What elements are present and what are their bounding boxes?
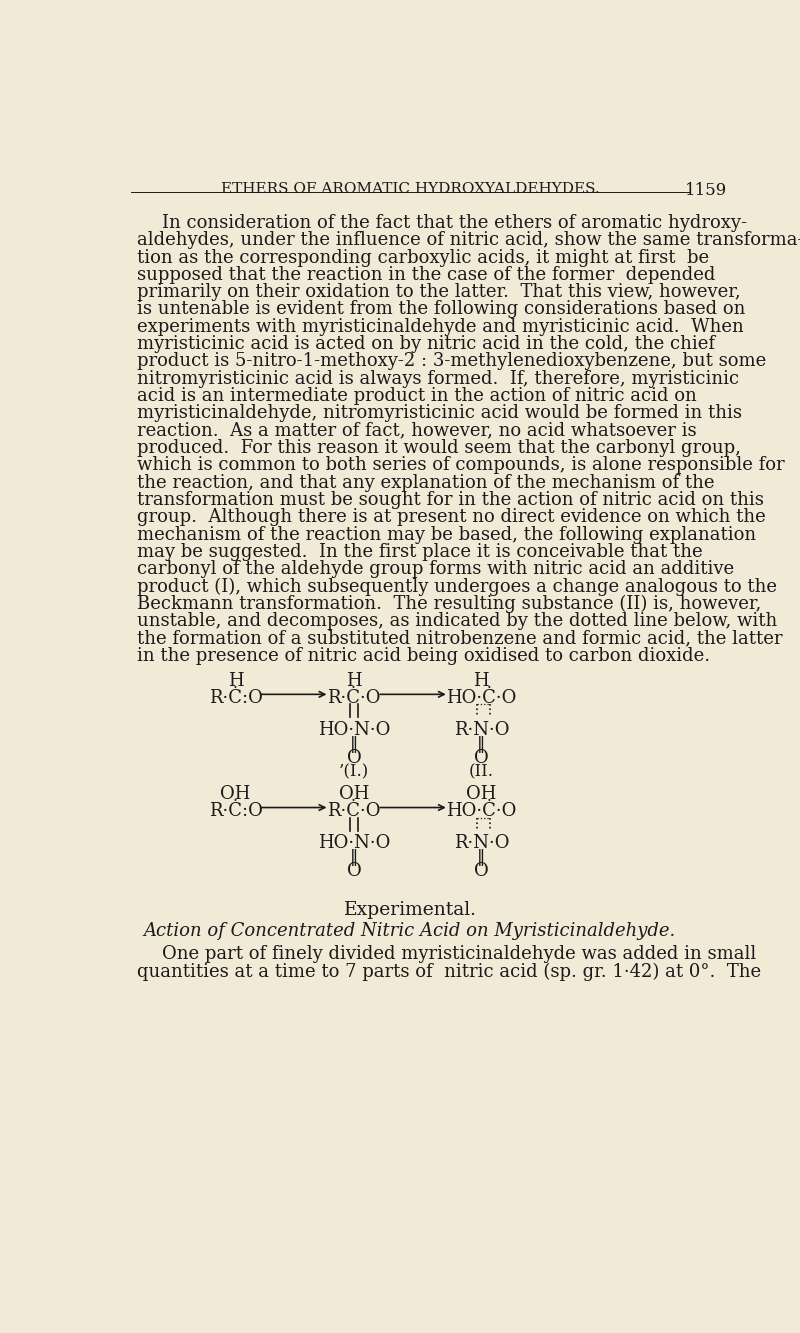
Text: R·Ċ:O: R·Ċ:O [209,689,262,706]
Text: which is common to both series of compounds, is alone responsible for: which is common to both series of compou… [138,456,785,475]
Text: group.  Although there is at present no direct evidence on which the: group. Although there is at present no d… [138,508,766,527]
Text: R·Ċ·O: R·Ċ·O [327,802,381,820]
Text: O: O [474,749,489,766]
Text: quantities at a time to 7 parts of  nitric acid (sp. gr. 1·42) at 0°.  The: quantities at a time to 7 parts of nitri… [138,962,762,981]
Text: acid is an intermediate product in the action of nitric acid on: acid is an intermediate product in the a… [138,387,697,405]
Text: reaction.  As a matter of fact, however, no acid whatsoever is: reaction. As a matter of fact, however, … [138,421,697,440]
Text: H: H [228,672,243,690]
Text: Action of Concentrated Nitric Acid on Myristicinaldehyde.: Action of Concentrated Nitric Acid on My… [144,922,676,940]
Text: the reaction, and that any explanation of the mechanism of the: the reaction, and that any explanation o… [138,473,714,492]
Text: O: O [347,749,362,766]
Text: 1159: 1159 [685,181,727,199]
Text: One part of finely divided myristicinaldehyde was added in small: One part of finely divided myristicinald… [162,945,756,964]
Text: H: H [346,672,362,690]
Text: OH: OH [339,785,370,804]
Text: R·N·O: R·N·O [454,721,509,738]
Text: mechanism of the reaction may be based, the following explanation: mechanism of the reaction may be based, … [138,525,756,544]
Text: Beckmann transformation.  The resulting substance (II) is, however,: Beckmann transformation. The resulting s… [138,595,762,613]
Text: (II.: (II. [469,764,494,781]
Text: ‖: ‖ [477,849,486,866]
Text: may be suggested.  In the first place it is conceivable that the: may be suggested. In the first place it … [138,543,703,561]
Text: supposed that the reaction in the case of the former  depended: supposed that the reaction in the case o… [138,265,715,284]
Text: R·Ċ:O: R·Ċ:O [209,802,262,820]
Text: ‖: ‖ [350,736,358,753]
Text: aldehydes, under the influence of nitric acid, show the same transforma-: aldehydes, under the influence of nitric… [138,231,800,249]
Text: produced.  For this reason it would seem that the carbonyl group,: produced. For this reason it would seem … [138,439,741,457]
Text: unstable, and decomposes, as indicated by the dotted line below, with: unstable, and decomposes, as indicated b… [138,612,778,631]
Text: H: H [474,672,489,690]
Text: primarily on their oxidation to the latter.  That this view, however,: primarily on their oxidation to the latt… [138,283,741,301]
Text: R·Ċ·O: R·Ċ·O [327,689,381,706]
Text: myristicinaldehyde, nitromyristicinic acid would be formed in this: myristicinaldehyde, nitromyristicinic ac… [138,404,742,423]
Text: product is 5-nitro-1-methoxy-2 : 3-methylenedioxybenzene, but some: product is 5-nitro-1-methoxy-2 : 3-methy… [138,352,766,371]
Text: product (I), which subsequently undergoes a change analogous to the: product (I), which subsequently undergoe… [138,577,778,596]
Text: R·N·O: R·N·O [454,833,509,852]
Text: the formation of a substituted nitrobenzene and formic acid, the latter: the formation of a substituted nitrobenz… [138,629,782,648]
Text: OH: OH [466,785,497,804]
Text: is untenable is evident from the following considerations based on: is untenable is evident from the followi… [138,300,746,319]
Text: HO·Ċ·O: HO·Ċ·O [446,689,517,706]
Text: Experimental.: Experimental. [343,901,477,918]
Text: tion as the corresponding carboxylic acids, it might at first  be: tion as the corresponding carboxylic aci… [138,248,710,267]
Text: O: O [474,862,489,880]
Text: transformation must be sought for in the action of nitric acid on this: transformation must be sought for in the… [138,491,764,509]
Text: ‖: ‖ [350,849,358,866]
Text: O: O [347,862,362,880]
Text: In consideration of the fact that the ethers of aromatic hydroxy-: In consideration of the fact that the et… [162,213,747,232]
Text: experiments with myristicinaldehyde and myristicinic acid.  When: experiments with myristicinaldehyde and … [138,317,744,336]
Text: HO·N·O: HO·N·O [318,721,390,738]
Text: HO·Ċ·O: HO·Ċ·O [446,802,517,820]
Text: carbonyl of the aldehyde group forms with nitric acid an additive: carbonyl of the aldehyde group forms wit… [138,560,734,579]
Text: ‖: ‖ [477,736,486,753]
Text: ETHERS OF AROMATIC HYDROXYALDEHYDES.: ETHERS OF AROMATIC HYDROXYALDEHYDES. [221,181,599,196]
Text: ’(I.): ’(I.) [339,764,370,781]
Text: nitromyristicinic acid is always formed.  If, therefore, myristicinic: nitromyristicinic acid is always formed.… [138,369,739,388]
Text: HO·N·O: HO·N·O [318,833,390,852]
Text: OH: OH [221,785,251,804]
Text: myristicinic acid is acted on by nitric acid in the cold, the chief: myristicinic acid is acted on by nitric … [138,335,715,353]
Text: in the presence of nitric acid being oxidised to carbon dioxide.: in the presence of nitric acid being oxi… [138,647,710,665]
